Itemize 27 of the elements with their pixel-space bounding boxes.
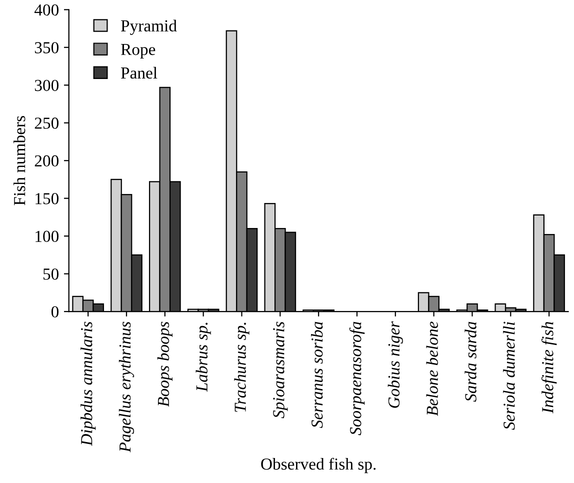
x-tick-label: Labrus sp. — [196, 322, 211, 392]
y-tick-label: 150 — [36, 193, 59, 204]
legend-label: Rope — [121, 44, 156, 58]
x-tick-label: Serranus soriba — [311, 322, 323, 428]
y-tick-label: 200 — [34, 155, 59, 167]
x-tick-label: Indefinite fish — [541, 322, 557, 414]
y-tick-label: 100 — [36, 230, 59, 242]
x-tick-label: Trachurus sp. — [234, 322, 250, 412]
x-tick-label: Gobius niger — [388, 321, 403, 408]
x-axis-title: Observed fish sp. — [261, 458, 376, 474]
x-tick-label: Spioarasmaris — [273, 322, 288, 418]
y-tick-label: 300 — [34, 80, 59, 92]
x-tick-label: Pagellus erythrinus — [118, 322, 134, 452]
y-tick-label: 50 — [43, 268, 59, 280]
x-tick-label: Sarda sarda — [464, 322, 476, 402]
x-tick-label: Boops boops — [157, 322, 172, 407]
y-tick-label: 0 — [51, 306, 59, 318]
x-tick-label: Soorpaenasorofa — [349, 322, 365, 436]
y-tick-label: 250 — [34, 118, 59, 129]
y-axis-title: Fish numbers — [13, 116, 26, 206]
x-tick-label: Seriola dumerlli — [503, 322, 515, 430]
y-tick-label: 350 — [34, 42, 59, 54]
legend-label: Panel — [121, 66, 158, 79]
legend-label: Pyramid — [121, 20, 177, 35]
x-tick-label: Dipbdus annularis — [80, 322, 96, 446]
x-tick-label: Belone belone — [426, 322, 438, 416]
y-tick-label: 400 — [34, 4, 59, 16]
